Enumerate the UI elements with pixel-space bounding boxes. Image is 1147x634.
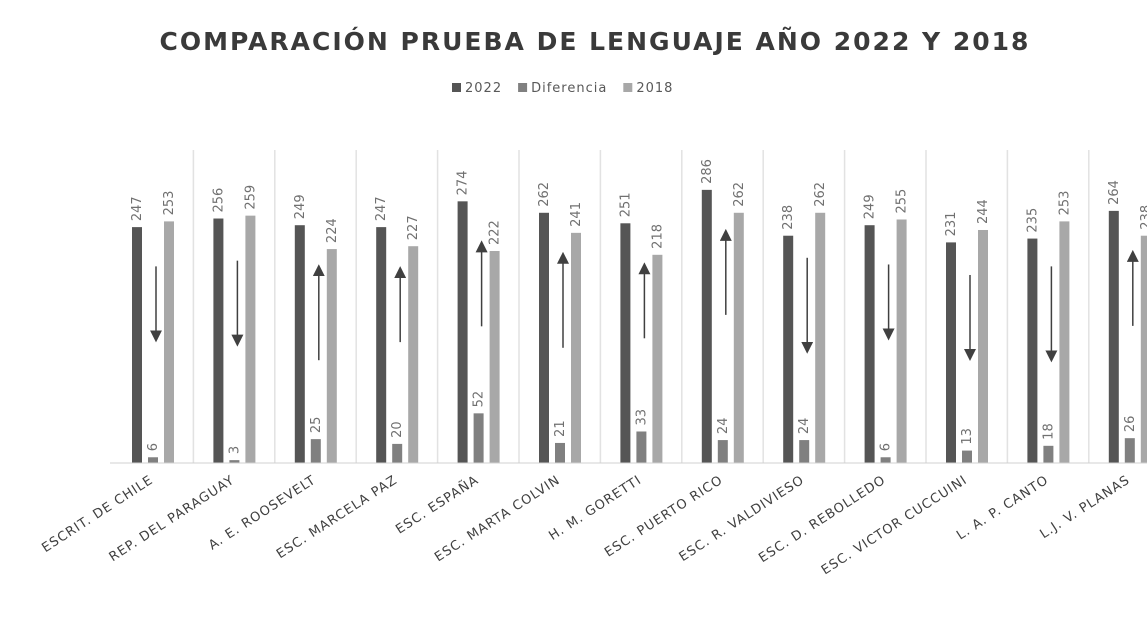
- value-label: 218: [650, 224, 665, 249]
- value-label: 249: [863, 194, 878, 219]
- bar: [408, 246, 419, 463]
- legend-swatch: [623, 83, 633, 92]
- legend-label: Diferencia: [531, 81, 607, 96]
- value-label: 253: [162, 191, 177, 216]
- bar: [1059, 221, 1070, 463]
- legend: 2022 Diferencia 2018: [452, 81, 673, 96]
- bar: [1043, 445, 1054, 463]
- bar: [392, 443, 403, 463]
- value-label: 249: [293, 194, 308, 219]
- bar: [1027, 238, 1038, 463]
- bar: [733, 212, 744, 463]
- bar: [571, 232, 581, 463]
- bar: [978, 229, 988, 463]
- bar: [376, 227, 387, 463]
- value-label: 238: [1139, 205, 1147, 230]
- value-label: 235: [1025, 208, 1040, 233]
- value-label: 256: [211, 188, 226, 213]
- bar: [245, 215, 256, 463]
- value-label: 18: [1041, 423, 1056, 440]
- value-label: 24: [716, 418, 731, 435]
- bar: [555, 442, 565, 463]
- chart-title: COMPARACIÓN PRUEBA DE LENGUAJE AÑO 2022 …: [160, 26, 1031, 56]
- bar: [489, 250, 500, 463]
- x-tick-label: ESC. VICTOR CUCCUINI: [819, 473, 970, 579]
- value-label: 286: [700, 159, 715, 184]
- bar: [539, 212, 549, 463]
- bar: [783, 235, 794, 463]
- value-label: 251: [618, 192, 633, 217]
- value-label: 26: [1123, 416, 1138, 433]
- value-label: 6: [146, 443, 161, 451]
- bar: [620, 223, 631, 463]
- value-label: 244: [976, 199, 991, 224]
- value-label: 238: [781, 205, 796, 230]
- bar: [473, 413, 484, 463]
- value-label: 20: [390, 421, 405, 438]
- value-label: 255: [895, 189, 910, 214]
- bar: [1124, 438, 1135, 463]
- value-label: 247: [130, 196, 145, 221]
- value-label: 247: [374, 196, 389, 221]
- value-label: 259: [243, 185, 258, 210]
- bar: [717, 440, 728, 463]
- value-label: 274: [456, 171, 471, 196]
- value-label: 227: [406, 215, 421, 240]
- bar: [326, 249, 337, 463]
- bar: [132, 227, 142, 463]
- value-label: 3: [227, 446, 242, 454]
- legend-swatch: [452, 83, 461, 92]
- value-label: 262: [732, 182, 747, 207]
- value-label: 25: [309, 417, 324, 434]
- bar: [229, 460, 240, 463]
- bar: [864, 225, 875, 463]
- value-label: 253: [1057, 191, 1072, 216]
- bar: [636, 431, 647, 463]
- bar: [294, 225, 305, 463]
- value-label: 231: [944, 212, 959, 237]
- bar: [148, 457, 158, 463]
- bar: [946, 242, 956, 463]
- bar: [1108, 210, 1119, 463]
- bar: [310, 439, 321, 463]
- value-label: 222: [488, 220, 503, 245]
- bar: [962, 450, 972, 463]
- value-label: 224: [325, 218, 340, 243]
- bar: [701, 189, 712, 463]
- legend-swatch: [518, 83, 528, 92]
- value-label: 13: [960, 428, 975, 445]
- bar: [896, 219, 907, 463]
- bar: [457, 201, 468, 463]
- bar: [164, 221, 174, 463]
- value-label: 262: [813, 182, 828, 207]
- bar: [213, 218, 224, 463]
- value-label: 6: [879, 443, 894, 451]
- bar: [1140, 235, 1147, 463]
- legend-label: 2022: [465, 81, 502, 96]
- x-tick-label: ESC. ESPAÑA: [393, 472, 482, 538]
- value-label: 24: [797, 418, 812, 435]
- legend-label: 2018: [636, 81, 673, 96]
- value-label: 52: [472, 391, 487, 408]
- value-label: 264: [1107, 180, 1122, 205]
- bar: [815, 212, 826, 463]
- value-label: 21: [553, 420, 568, 437]
- bar: [652, 254, 663, 463]
- value-label: 262: [537, 182, 552, 207]
- value-label: 241: [569, 202, 584, 227]
- bar: [880, 457, 891, 463]
- x-tick-label: L.J. V. PLANAS: [1037, 473, 1132, 542]
- value-label: 33: [634, 409, 649, 426]
- bar: [799, 440, 810, 463]
